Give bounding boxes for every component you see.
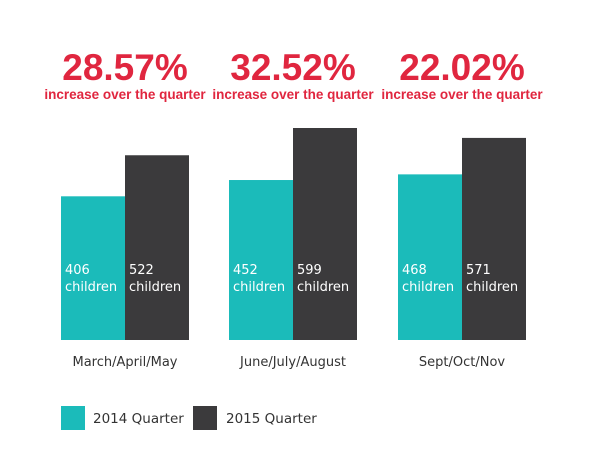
bar-label-2014-1: 406 children [65,263,117,295]
bar-2015-3 [462,137,526,340]
bar-label-2015-1: 522 children [129,263,181,295]
bar-label-2015-2: 599 children [297,263,349,295]
legend: 2014 Quarter 2015 Quarter [61,406,317,430]
bar-2014-3 [398,174,462,340]
legend-label-2014: 2014 Quarter [93,411,184,427]
category-labels: March/April/May June/July/August Sept/Oct/… [73,355,506,370]
increase-percentage-1: 28.57% [62,47,188,88]
bar-label-2015-3: 571 children [466,263,518,295]
bar-2015-1 [125,155,189,340]
bars-group [61,128,526,340]
increase-percentage-3: 22.02% [399,47,525,88]
bar-2014-2 [229,180,293,340]
bar-2014-1 [61,196,125,340]
category-label-1: March/April/May [73,355,178,370]
increase-caption-3: increase over the quarter [381,87,543,102]
bar-label-2014-2: 452 children [233,263,285,295]
legend-swatch-2015 [193,406,217,430]
legend-label-2015: 2015 Quarter [226,411,317,427]
bar-2015-2 [293,128,357,340]
increase-annotations: 28.57%increase over the quarter32.52%inc… [44,47,543,102]
increase-caption-2: increase over the quarter [212,87,374,102]
legend-swatch-2014 [61,406,85,430]
category-label-3: Sept/Oct/Nov [419,355,506,370]
increase-percentage-2: 32.52% [230,47,356,88]
bar-labels-group: 406 children 522 children 452 children 599 chil… [65,263,518,295]
bar-label-2014-3: 468 children [402,263,454,295]
category-label-2: June/July/August [239,355,346,370]
increase-caption-1: increase over the quarter [44,87,206,102]
